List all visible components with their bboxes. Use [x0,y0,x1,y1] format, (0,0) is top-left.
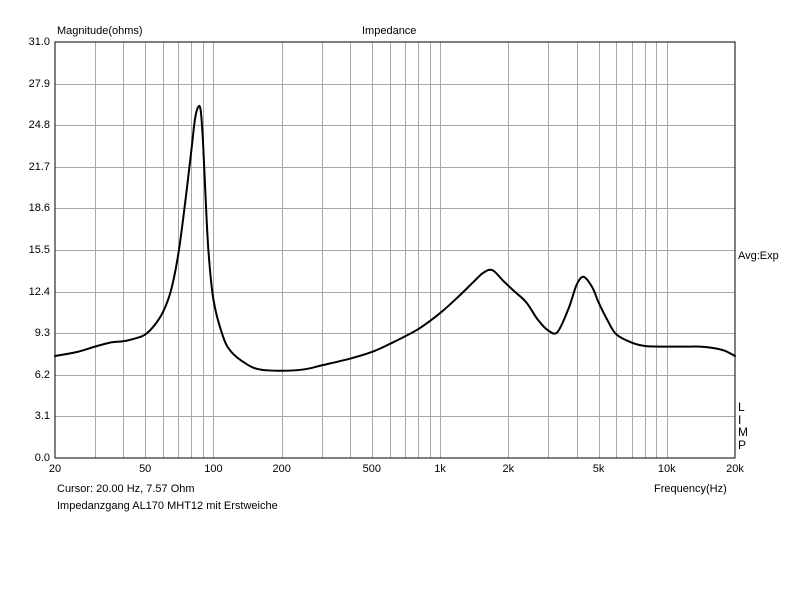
y-tick-label: 3.1 [34,410,50,423]
y-tick-label: 15.5 [28,244,50,256]
limp-letter: M [738,425,748,439]
right-annotation: Avg:Exp [738,250,779,262]
y-tick-label: 6.2 [34,368,50,381]
cursor-readout: Cursor: 20.00 Hz, 7.57 Ohm [57,483,195,495]
y-tick-label: 21.7 [28,160,50,173]
y-tick-label: 12.4 [28,285,50,298]
grid-lines [55,42,735,458]
x-tick-label: 50 [139,463,152,475]
limp-letter: P [738,437,747,452]
x-tick-label: 2k [502,463,515,475]
y-tick-label: 31.0 [28,36,50,48]
y-tick-label: 27.9 [28,77,50,90]
x-tick-label: 5k [592,463,605,475]
plot-border [54,41,736,459]
y-tick-label: 18.6 [28,202,50,215]
limp-letter: L [738,400,745,414]
x-tick-label: 100 [204,463,223,475]
x-tick-label: 500 [362,463,382,475]
x-tick-label: 20k [726,463,744,475]
x-axis-label: Frequency(Hz) [654,483,727,495]
y-axis-label: Magnitude(ohms) [57,25,143,37]
y-tick-label: 0.0 [34,452,50,464]
chart-caption: Impedanzgang AL170 MHT12 mit Erstweiche [57,500,278,512]
limp-letter: I [738,412,742,427]
x-tick-label: 10k [657,463,676,475]
x-tick-label: 20 [48,463,62,475]
y-tick-label: 9.3 [34,327,50,340]
x-tick-label: 200 [272,463,291,475]
chart-title: Impedance [362,25,417,37]
x-tick-label: 1k [434,463,446,475]
series-line-impedance [54,104,736,372]
y-tick-label: 24.8 [28,119,50,132]
